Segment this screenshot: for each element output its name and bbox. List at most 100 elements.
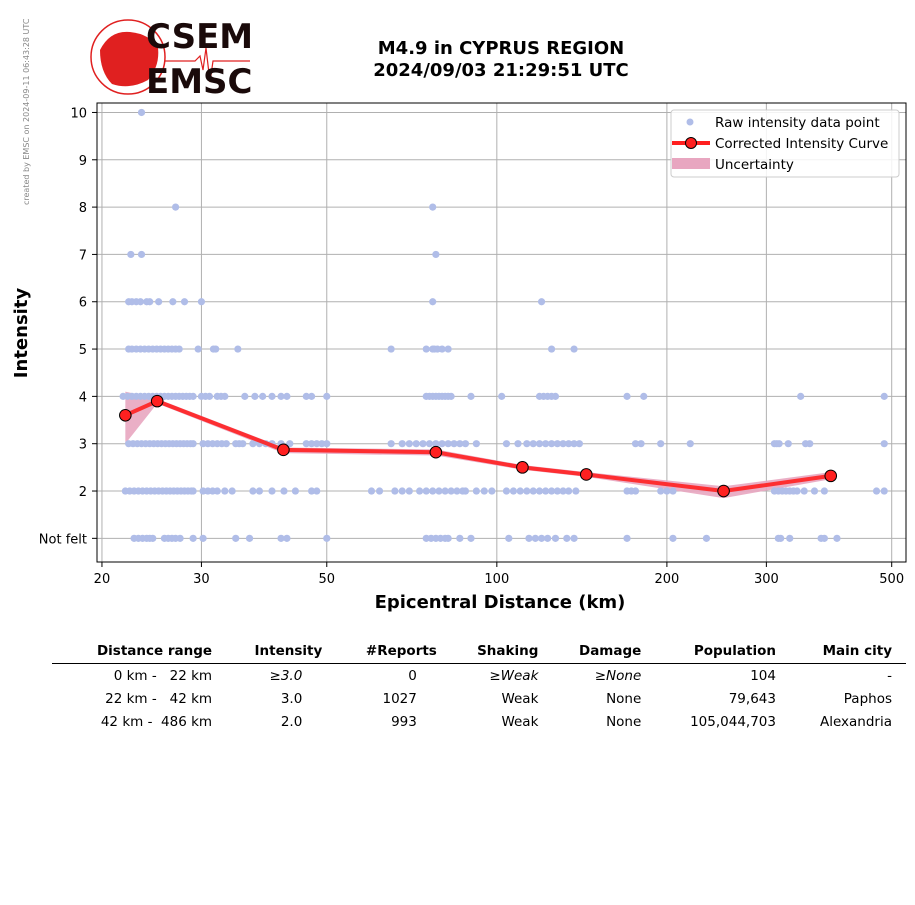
raw-data-point (669, 487, 677, 495)
raw-data-point (623, 534, 631, 542)
raw-data-point (189, 392, 197, 400)
x-tick-label: 20 (94, 572, 111, 587)
raw-data-point (189, 487, 197, 495)
raw-data-point (136, 298, 145, 306)
cell: 3.0 (280, 691, 303, 707)
raw-data-point (232, 534, 240, 542)
raw-data-point (505, 534, 513, 542)
x-tick-label: 30 (193, 572, 210, 587)
legend-uncertainty-label: Uncertainty (715, 157, 794, 173)
col-shaking: Shaking (450, 640, 553, 664)
raw-data-point (810, 487, 819, 495)
raw-data-point (631, 440, 640, 448)
cell: ≥Weak (489, 668, 539, 684)
raw-data-point (570, 534, 578, 542)
raw-data-point (784, 440, 792, 448)
raw-data-point (302, 392, 310, 400)
legend-uncertainty-swatch (672, 158, 710, 169)
cell: 105,044,703 (690, 714, 776, 730)
raw-data-point (531, 534, 539, 542)
raw-data-point (553, 487, 561, 495)
y-tick-label: 4 (79, 390, 87, 405)
raw-data-point (255, 487, 264, 495)
raw-data-point (387, 440, 395, 448)
raw-data-point (657, 440, 665, 448)
y-tick-label: 9 (79, 154, 87, 169)
raw-data-point (221, 487, 229, 495)
raw-data-point (444, 345, 452, 353)
raw-data-point (277, 392, 285, 400)
raw-data-point (405, 440, 413, 448)
raw-data-point (169, 298, 177, 306)
raw-data-point (277, 534, 285, 542)
raw-data-point (472, 487, 480, 495)
y-tick-label: 5 (79, 343, 87, 358)
raw-data-point (535, 440, 544, 448)
raw-data-point (553, 440, 561, 448)
raw-data-point (880, 487, 888, 495)
raw-data-point (551, 534, 560, 542)
title-line-2: 2024/09/03 21:29:51 UTC (373, 60, 629, 81)
raw-data-point (872, 487, 881, 495)
legend: Raw intensity data point Corrected Inten… (670, 109, 900, 178)
raw-data-point (398, 487, 406, 495)
raw-data-point (523, 440, 531, 448)
logo-text-top: CSEM (146, 17, 253, 57)
cell: 104 (750, 668, 776, 684)
raw-data-point (880, 392, 888, 400)
title-line-1: M4.9 in CYPRUS REGION (377, 38, 625, 59)
raw-data-point (323, 392, 331, 400)
raw-data-point (283, 392, 291, 400)
cell: 993 (391, 714, 417, 730)
raw-data-point (323, 534, 331, 542)
raw-data-point (155, 298, 163, 306)
raw-data-point (391, 487, 399, 495)
raw-data-point (544, 534, 552, 542)
x-tick-label: 500 (879, 572, 904, 587)
raw-data-point (291, 487, 300, 495)
raw-data-point (307, 440, 316, 448)
raw-data-point (657, 487, 665, 495)
raw-data-point (450, 440, 458, 448)
cell: ≥3.0 (269, 668, 303, 684)
cell: - (887, 668, 892, 684)
raw-data-point (432, 440, 440, 448)
raw-data-point (302, 440, 310, 448)
raw-data-point (572, 487, 580, 495)
y-axis-label: Intensity (11, 288, 32, 379)
raw-data-point (171, 203, 180, 211)
col-distance-range: Distance range (52, 640, 227, 664)
cell: 2.0 (280, 714, 303, 730)
cell: 0 km - 22 km (113, 668, 213, 684)
raw-data-point (405, 487, 413, 495)
col-main-city: Main city (789, 640, 906, 664)
curve-marker (119, 409, 132, 422)
raw-data-point (241, 392, 249, 400)
raw-data-point (447, 487, 455, 495)
raw-data-point (547, 487, 556, 495)
raw-data-point (268, 487, 276, 495)
raw-data-point (429, 203, 437, 211)
raw-data-point (398, 440, 406, 448)
raw-data-point (820, 487, 828, 495)
raw-data-point (523, 487, 531, 495)
raw-data-point (213, 487, 221, 495)
cell: 1027 (382, 691, 417, 707)
raw-data-point (435, 487, 443, 495)
raw-data-point (283, 534, 291, 542)
raw-data-point (222, 440, 230, 448)
cell: Weak (501, 691, 539, 707)
curve-marker (277, 443, 290, 457)
raw-data-point (559, 487, 567, 495)
raw-data-point (228, 487, 236, 495)
raw-data-point (146, 298, 154, 306)
raw-data-point (212, 345, 220, 353)
curve-group (119, 394, 838, 498)
raw-data-point (525, 534, 533, 542)
raw-data-point (249, 440, 257, 448)
raw-data-point (412, 440, 420, 448)
raw-data-point (820, 534, 828, 542)
y-tick-label: Not felt (39, 532, 87, 547)
raw-data-point (251, 392, 259, 400)
